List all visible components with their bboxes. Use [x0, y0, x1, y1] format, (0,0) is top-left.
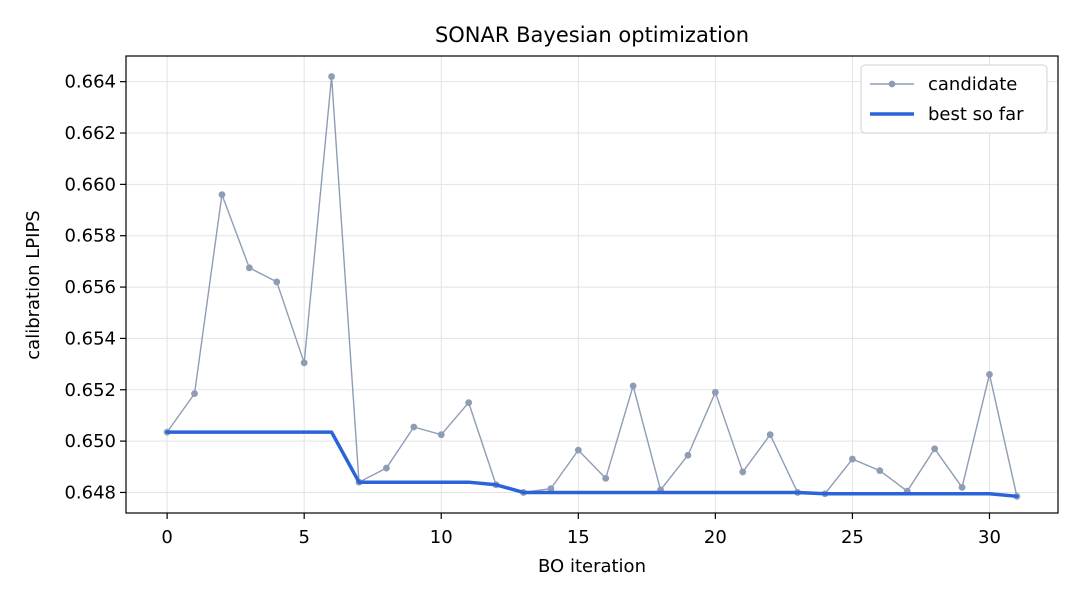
candidate-point [245, 264, 253, 272]
candidate-point [711, 388, 719, 396]
candidate-point [986, 370, 993, 378]
x-tick-label: 0 [161, 527, 172, 548]
y-tick-label: 0.654 [64, 328, 116, 349]
chart-title: SONAR Bayesian optimization [435, 23, 749, 47]
legend-best-label: best so far [928, 104, 1024, 125]
legend-box [860, 64, 1048, 134]
candidate-point [273, 278, 281, 286]
candidate-point [383, 464, 390, 472]
candidate-point [547, 485, 555, 493]
candidate-point [931, 445, 939, 453]
grid [126, 56, 1058, 513]
candidate-point [684, 451, 692, 459]
legend: candidate best so far [860, 64, 1048, 134]
series-line-candidate [166, 75, 1018, 498]
plot-frame [125, 55, 1059, 514]
candidate-point [191, 390, 198, 398]
x-axis-title: BO iteration [538, 556, 646, 577]
y-tick-label: 0.650 [64, 431, 116, 452]
x-tick-label: 30 [978, 527, 1001, 548]
axis-ticks: 0 5 10 15 20 25 30 0.648 0.650 0.652 0.654 0.656 0.6… [64, 72, 1000, 548]
y-axis-title: calibration LPIPS [23, 210, 44, 359]
candidate-point [876, 467, 884, 475]
legend-candidate-marker [888, 80, 896, 88]
series-layer [163, 73, 1021, 500]
candidate-point [629, 382, 637, 390]
candidate-point [437, 431, 445, 439]
candidate-point [739, 468, 747, 476]
candidate-point [465, 399, 473, 407]
candidate-point [849, 455, 856, 463]
candidate-point [766, 431, 774, 439]
x-tick-label: 20 [704, 527, 727, 548]
y-tick-label: 0.664 [64, 72, 116, 93]
y-tick-label: 0.658 [64, 226, 116, 247]
y-tick-label: 0.660 [64, 174, 116, 195]
x-tick-label: 25 [841, 527, 864, 548]
y-tick-label: 0.652 [64, 380, 116, 401]
x-tick-label: 10 [430, 527, 453, 548]
y-tick-label: 0.648 [64, 482, 116, 503]
candidate-point [574, 446, 582, 454]
candidate-point [328, 73, 335, 80]
x-tick-label: 15 [567, 527, 590, 548]
y-tick-label: 0.656 [64, 277, 116, 298]
candidate-point [300, 359, 308, 367]
x-tick-label: 5 [298, 527, 309, 548]
candidate-point [410, 423, 418, 431]
candidate-point [958, 483, 966, 491]
candidate-point [602, 474, 610, 482]
series-line-best-so-far [165, 430, 1019, 499]
legend-candidate-label: candidate [928, 74, 1017, 95]
candidate-point [218, 191, 226, 199]
y-tick-label: 0.662 [64, 123, 116, 144]
